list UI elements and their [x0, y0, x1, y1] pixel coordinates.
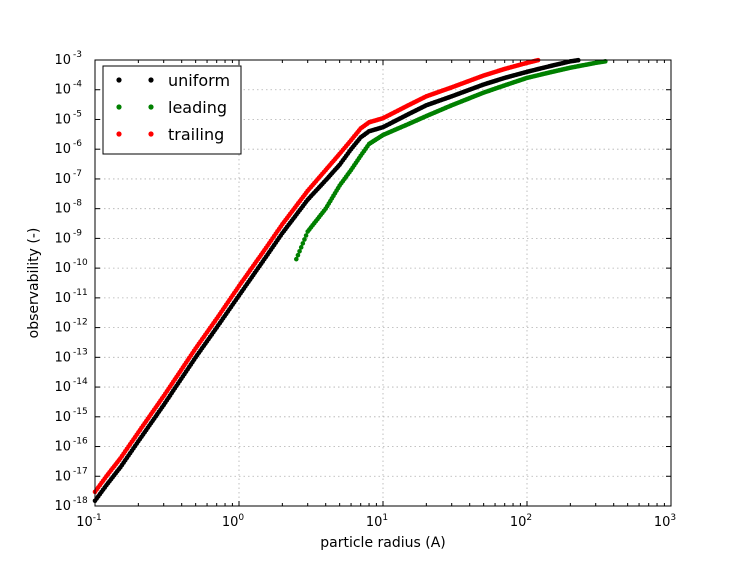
y-tick-base: 10 — [54, 440, 71, 455]
y-tick-label: 10 — [54, 83, 71, 98]
legend-box — [102, 65, 242, 155]
y-axis-title: observability (-) — [26, 228, 42, 339]
y-tick-label: 10 — [54, 469, 71, 484]
y-tick-label: 10 — [54, 231, 71, 246]
leading-point — [302, 237, 307, 242]
legend-marker-uniform — [148, 77, 154, 83]
y-tick-exponent: -18 — [73, 496, 88, 506]
x-tick-base: 10 — [366, 515, 383, 530]
y-tick-label: 10 — [54, 112, 71, 127]
legend-label-uniform: uniform — [168, 71, 230, 90]
y-tick-base: 10 — [54, 380, 71, 395]
legend-marker-leading — [148, 104, 154, 110]
y-tick-label: 10 — [54, 499, 71, 514]
y-tick-base: 10 — [54, 231, 71, 246]
legend-entry-leading: leading — [116, 98, 227, 117]
y-tick-label: 10 — [54, 202, 71, 217]
y-tick-base: 10 — [54, 202, 71, 217]
series-uniform — [92, 57, 581, 504]
y-tick-base: 10 — [54, 410, 71, 425]
y-tick-exponent: -10 — [73, 258, 88, 268]
y-tick-label: 10 — [54, 321, 71, 336]
leading-point — [294, 256, 299, 262]
leading-point — [297, 248, 302, 254]
x-tick-base: 10 — [222, 515, 239, 530]
y-tick-base: 10 — [54, 112, 71, 127]
x-tick-exponent: 3 — [670, 513, 676, 523]
leading-point — [295, 252, 301, 258]
y-tick-base: 10 — [54, 499, 71, 514]
legend-label-leading: leading — [168, 98, 227, 117]
y-tick-exponent: -9 — [73, 228, 82, 238]
x-tick-label: 102 — [510, 513, 532, 530]
y-tick-label: 10 — [54, 291, 71, 306]
x-tick-exponent: 2 — [526, 513, 532, 523]
x-tick-label: 100 — [222, 513, 245, 530]
y-tick-labels: 10-1810-1710-1610-1510-1410-1310-1210-11… — [54, 50, 88, 514]
x-tick-base: 10 — [76, 515, 93, 530]
x-axis-title: particle radius (A) — [320, 535, 445, 551]
leading-point — [298, 245, 304, 250]
legend-entry-uniform: uniform — [116, 71, 230, 90]
x-tick-base: 10 — [510, 515, 527, 530]
y-tick-exponent: -8 — [73, 199, 82, 209]
y-tick-base: 10 — [54, 142, 71, 157]
leading-point — [303, 233, 309, 238]
y-tick-label: 10 — [54, 142, 71, 157]
leading-point — [300, 241, 306, 246]
y-tick-exponent: -16 — [73, 437, 88, 447]
y-tick-base: 10 — [54, 469, 71, 484]
y-tick-exponent: -5 — [73, 109, 82, 119]
x-tick-labels: 10-1 100 101 102 103 — [76, 513, 676, 530]
y-tick-label: 10 — [54, 350, 71, 365]
series-trailing — [92, 57, 541, 495]
x-tick-exponent: 0 — [238, 513, 244, 523]
y-tick-exponent: -17 — [73, 466, 88, 476]
legend-marker-trailing — [148, 131, 154, 137]
y-tick-base: 10 — [54, 83, 71, 98]
y-tick-exponent: -15 — [73, 407, 88, 417]
y-tick-exponent: -11 — [73, 288, 88, 298]
y-tick-label: 10 — [54, 380, 71, 395]
legend-entry-trailing: trailing — [116, 125, 224, 144]
y-tick-base: 10 — [54, 291, 71, 306]
y-tick-base: 10 — [54, 172, 71, 187]
y-tick-label: 10 — [54, 53, 71, 68]
y-tick-label: 10 — [54, 440, 71, 455]
y-tick-exponent: -14 — [73, 377, 88, 387]
y-tick-base: 10 — [54, 321, 71, 336]
x-tick-label: 103 — [654, 513, 676, 530]
x-tick-label: 10-1 — [76, 513, 102, 530]
legend-marker-trailing — [116, 131, 122, 137]
y-tick-label: 10 — [54, 410, 71, 425]
y-tick-base: 10 — [54, 261, 71, 276]
x-tick-exponent: -1 — [93, 513, 102, 523]
x-tick-exponent: 1 — [382, 513, 388, 523]
y-tick-exponent: -7 — [73, 169, 82, 179]
y-tick-label: 10 — [54, 172, 71, 187]
legend: uniform leading trailing — [102, 65, 242, 155]
y-tick-exponent: -6 — [73, 139, 82, 149]
legend-marker-uniform — [116, 77, 122, 83]
y-tick-exponent: -4 — [73, 80, 82, 90]
plot-frame — [94, 59, 672, 507]
legend-label-trailing: trailing — [168, 125, 224, 144]
x-tick-base: 10 — [654, 515, 671, 530]
y-tick-exponent: -13 — [73, 347, 88, 357]
y-tick-base: 10 — [54, 53, 71, 68]
x-tick-label: 101 — [366, 513, 388, 530]
y-tick-exponent: -12 — [73, 318, 88, 328]
data-points — [92, 57, 608, 504]
y-tick-exponent: -3 — [73, 50, 82, 60]
y-tick-base: 10 — [54, 350, 71, 365]
series-leading — [294, 59, 608, 262]
legend-marker-leading — [116, 104, 122, 110]
y-tick-label: 10 — [54, 261, 71, 276]
